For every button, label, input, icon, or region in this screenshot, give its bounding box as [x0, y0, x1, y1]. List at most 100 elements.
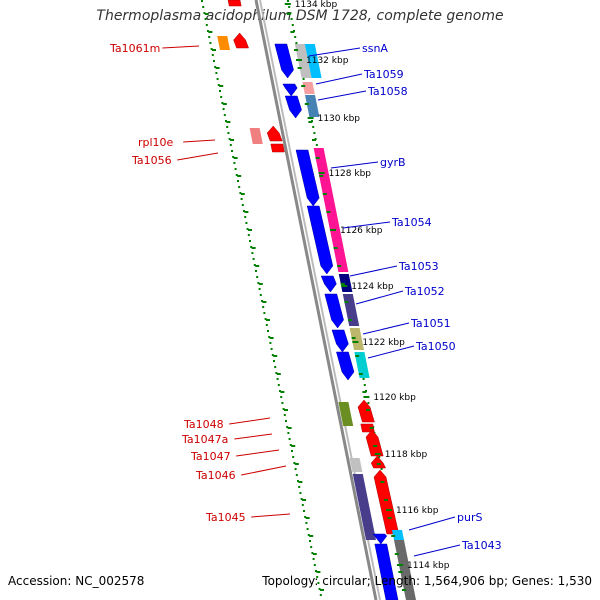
ruler-dot: [267, 330, 269, 332]
forward-gene-label-Ta1052[interactable]: Ta1052: [404, 285, 445, 298]
map-title: Thermoplasma acidophilum DSM 1728, compl…: [96, 8, 504, 24]
ruler-dot: [209, 42, 212, 44]
accession-label: Accession:: [8, 574, 72, 588]
scale-label: 1116 kbp: [396, 506, 439, 516]
backbone-outer-line: [254, 0, 378, 600]
gene-block-grey: [349, 458, 363, 472]
ruler-dot: [204, 18, 207, 20]
ruler-dot: [287, 432, 290, 434]
forward-gene-label-Ta1053[interactable]: Ta1053: [398, 260, 439, 273]
ruler-dot: [317, 582, 320, 584]
ruler-dot: [223, 114, 226, 116]
ruler-dot: [247, 234, 250, 236]
forward-gene-label-purS[interactable]: purS: [457, 511, 482, 524]
reverse-gene-label-Ta1048[interactable]: Ta1048: [183, 418, 224, 431]
ruler-dot: [257, 282, 260, 284]
forward-label-line: [315, 73, 363, 85]
ruler-dot: [245, 222, 248, 224]
gene-red-arrow-2: [266, 125, 283, 142]
scale-label: 1128 kbp: [329, 169, 372, 179]
reverse-gene-label-Ta1046[interactable]: Ta1046: [195, 469, 236, 482]
scale-label: 1120 kbp: [373, 393, 416, 403]
accession-value: NC_002578: [75, 574, 145, 588]
ruler-dot: [265, 324, 268, 326]
reverse-label-line: [251, 513, 291, 518]
gene-red-long: [373, 469, 400, 535]
ruler-dot: [304, 516, 307, 518]
ruler-dot: [222, 108, 225, 110]
forward-gene-label-Ta1059[interactable]: Ta1059: [363, 68, 404, 81]
ruler-dot: [253, 264, 256, 266]
gene-blue-ssnA: [274, 43, 294, 79]
scale-label: 1114 kbp: [407, 561, 450, 571]
ruler-dot: [281, 402, 284, 404]
ruler-dot: [252, 258, 255, 260]
gene-blue-7: [336, 351, 355, 381]
ruler-dot: [228, 138, 231, 140]
scale-label: 1130 kbp: [318, 114, 361, 124]
ruler-dot: [255, 270, 257, 272]
ruler-dot: [226, 126, 229, 128]
gene-block-pink: [302, 82, 315, 94]
ruler-dot: [311, 552, 314, 554]
reverse-gene-label-Ta1045[interactable]: Ta1045: [205, 511, 246, 524]
gene-block-magenta: [313, 148, 336, 206]
ruler-dot: [214, 66, 217, 68]
topology-label: Topology:: [262, 574, 319, 588]
ruler-dot: [301, 504, 304, 506]
forward-label-line: [317, 90, 367, 101]
ruler-dot: [302, 78, 305, 80]
gene-block-cyan: [304, 44, 322, 78]
ruler-dot: [294, 468, 297, 470]
forward-gene-label-gyrB[interactable]: gyrB: [380, 156, 406, 169]
ruler-dot: [313, 564, 316, 566]
ruler-dot: [315, 144, 318, 146]
ruler-dot: [269, 342, 272, 344]
gene-blue-3: [284, 95, 302, 119]
reverse-label-line: [162, 45, 200, 49]
forward-gene-label-Ta1051[interactable]: Ta1051: [410, 317, 451, 330]
reverse-gene-label-Ta1047[interactable]: Ta1047: [190, 450, 231, 463]
scale-label: 1132 kbp: [306, 56, 349, 66]
reverse-label-line: [234, 433, 273, 440]
ruler-dot: [306, 528, 309, 530]
topology-value: circular;: [322, 574, 371, 588]
gene-blue-Ta1054: [306, 205, 334, 275]
scale-label: 1122 kbp: [362, 338, 405, 348]
ruler-dot: [287, 0, 289, 2]
forward-gene-label-Ta1058[interactable]: Ta1058: [367, 85, 408, 98]
reverse-gene-label-Ta1047a[interactable]: Ta1047a: [181, 433, 228, 446]
forward-gene-label-Ta1043[interactable]: Ta1043: [461, 539, 502, 552]
ruler-dot: [362, 378, 365, 380]
ruler-dot: [251, 252, 254, 254]
ruler-dot: [273, 360, 275, 362]
reverse-gene-label-Ta1056[interactable]: Ta1056: [131, 154, 172, 167]
ruler-dot: [270, 348, 273, 350]
ruler-dot: [271, 354, 274, 356]
ruler-dot: [277, 384, 280, 386]
ruler-dot: [295, 474, 298, 476]
forward-gene-label-ssnA[interactable]: ssnA: [362, 42, 388, 55]
genes-value: 1,530: [557, 574, 592, 588]
ruler-dot: [276, 378, 279, 380]
scale-label: 1118 kbp: [385, 450, 428, 460]
forward-gene-label-Ta1050[interactable]: Ta1050: [415, 340, 456, 353]
ruler-dot: [207, 30, 209, 32]
ruler-dot: [225, 120, 227, 122]
ruler-dot: [309, 540, 311, 542]
ruler-dot: [291, 24, 294, 26]
ruler-dot: [268, 336, 271, 338]
ruler-dot: [234, 168, 237, 170]
gene-blue-gyrB: [295, 149, 320, 207]
gene-blue-6: [331, 329, 349, 353]
reverse-gene-label-rpl10e[interactable]: rpl10e: [138, 136, 174, 149]
genes-label: Genes:: [511, 574, 554, 588]
reverse-gene-label-Ta1061m[interactable]: Ta1061m: [109, 42, 160, 55]
ruler-dot: [274, 366, 277, 368]
gene-blue-2: [282, 83, 298, 97]
forward-gene-label-Ta1054[interactable]: Ta1054: [391, 216, 432, 229]
ruler-dot: [297, 480, 299, 482]
ruler-dot: [313, 132, 316, 134]
ruler-dot: [279, 390, 281, 392]
